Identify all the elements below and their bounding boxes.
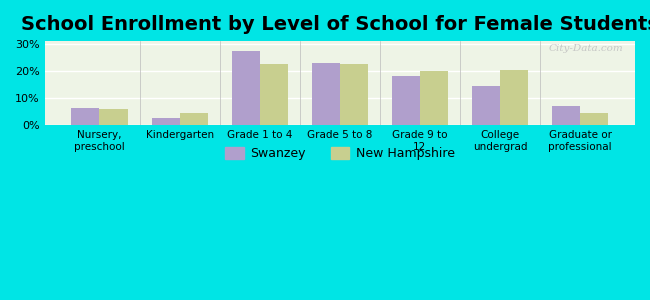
Bar [420,71,448,125]
Bar [340,64,368,125]
Bar [392,76,420,125]
Title: School Enrollment by Level of School for Female Students: School Enrollment by Level of School for… [21,15,650,34]
Bar [580,113,608,125]
Bar [472,86,500,125]
Bar [72,108,99,125]
Bar [151,118,179,125]
Bar [552,106,580,125]
Text: City-Data.com: City-Data.com [549,44,623,52]
Bar [312,63,340,125]
Bar [231,51,260,125]
Bar [500,70,528,125]
Legend: Swanzey, New Hampshire: Swanzey, New Hampshire [220,142,460,165]
Bar [260,64,288,125]
Bar [179,113,207,125]
Bar [99,110,127,125]
